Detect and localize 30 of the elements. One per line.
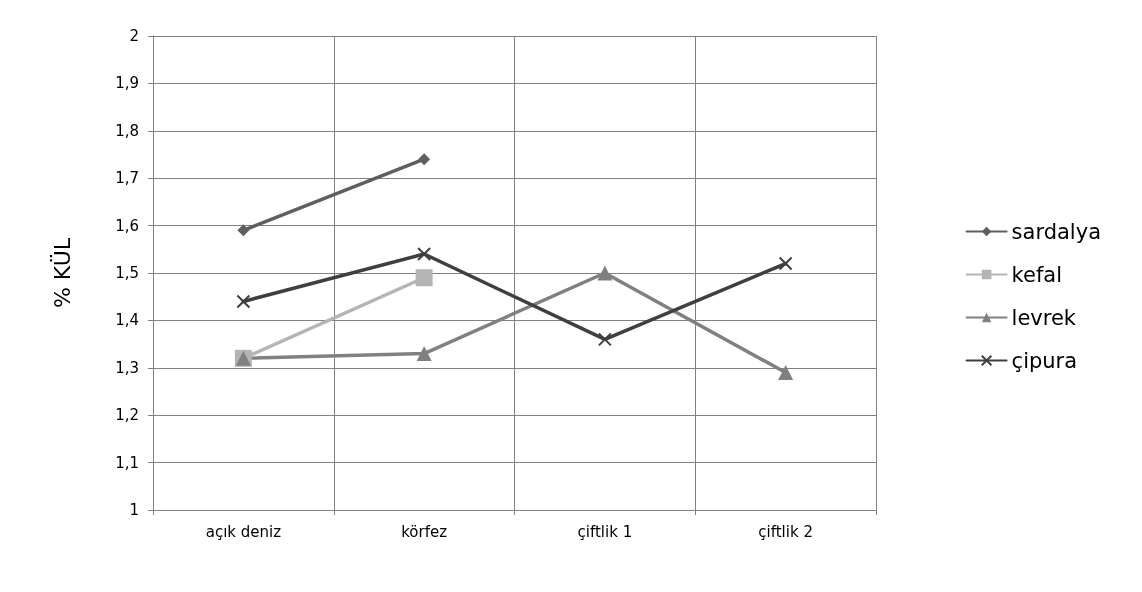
y-tick-label: 1,4	[115, 311, 139, 330]
y-tick-label: 1,3	[115, 358, 139, 377]
point	[417, 247, 432, 262]
x-tick-label: çiftlik 1	[577, 522, 633, 541]
y-tick-label: 1,6	[115, 216, 139, 235]
point	[237, 224, 250, 237]
point	[597, 332, 612, 347]
point	[778, 365, 794, 381]
legend-label: levrek	[1011, 305, 1077, 330]
legend-label: sardalya	[1011, 219, 1101, 244]
y-tick-label: 2	[129, 27, 139, 45]
point	[778, 256, 793, 271]
y-tick-label: 1,5	[115, 264, 139, 282]
y-tick-label: 1,9	[115, 74, 139, 93]
y-tick-label: 1	[129, 501, 139, 519]
point	[416, 346, 432, 362]
y-tick-label: 1,8	[115, 121, 139, 140]
y-tick-label: 1,2	[115, 406, 139, 425]
x-tick-label: açık deniz	[205, 522, 282, 541]
x-tick-label: çiftlik 2	[758, 522, 813, 541]
legend-label: kefal	[1011, 262, 1063, 287]
legend-label: çipura	[1011, 348, 1078, 373]
y-tick-label: 1,7	[115, 169, 139, 188]
point	[418, 153, 431, 166]
x-tick-label: körfez	[401, 522, 448, 541]
y-axis-title: % KÜL	[49, 237, 75, 309]
y-tick-label: 1,1	[115, 453, 139, 472]
point	[415, 269, 433, 287]
point	[597, 265, 613, 281]
point	[236, 294, 251, 309]
